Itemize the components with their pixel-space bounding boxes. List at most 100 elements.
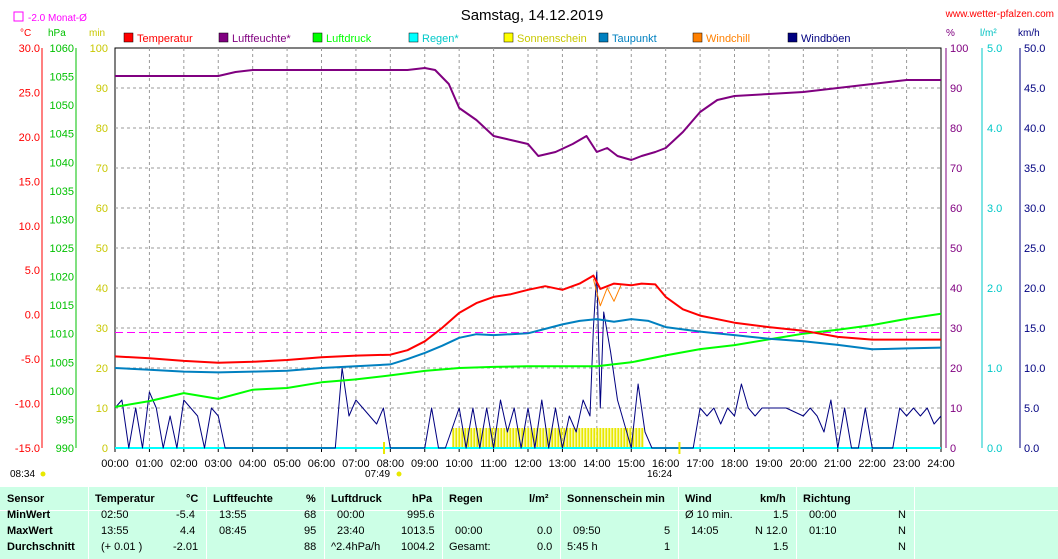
legend-swatch xyxy=(408,32,419,43)
temperatur-min-time: 02:50 xyxy=(101,509,129,521)
legend-label: Regen* xyxy=(422,33,459,45)
wind-tick-label: 50.0 xyxy=(1024,43,1045,55)
table-divider xyxy=(442,487,443,559)
sonnenschein-total-hours: 5:45 h xyxy=(567,541,598,553)
regen-max-value: 0.0 xyxy=(537,525,553,537)
x-tick-label: 06:00 xyxy=(308,458,336,470)
col-title-luftdruck: Luftdruck xyxy=(331,493,382,505)
pressure-tick-label: 1030 xyxy=(50,214,74,226)
x-tick-label: 15:00 xyxy=(617,458,645,470)
temperature-tick-label: 20.0 xyxy=(19,132,40,144)
website-label[interactable]: www.wetter-pfalzen.com xyxy=(945,9,1054,20)
temperature-tick-label: 5.0 xyxy=(25,265,40,277)
col-unit-luftfeuchte: % xyxy=(306,493,316,505)
series-windboen xyxy=(114,271,942,449)
temperatur-min-value: -5.4 xyxy=(176,509,195,521)
unit-rain: l/m² xyxy=(980,28,997,39)
legend-swatch xyxy=(598,32,609,43)
axes: 00:00 01:00 02:00 03:00 04:00 05:00 06:00 07:00… xyxy=(15,43,1046,470)
rain-tick-label: 2.0 xyxy=(987,283,1002,295)
luftdruck-min-time: 00:00 xyxy=(337,509,365,521)
regen-max-time: 00:00 xyxy=(455,525,483,537)
legend-swatch xyxy=(787,32,798,43)
wind-tick-label: 15.0 xyxy=(1024,323,1045,335)
x-tick-label: 02:00 xyxy=(170,458,198,470)
x-tick-label: 07:00 xyxy=(342,458,370,470)
pressure-tick-label: 1040 xyxy=(50,157,74,169)
richtung-min-time: 00:00 xyxy=(809,509,837,521)
sunset-label: 16:24 xyxy=(647,469,672,480)
table-header-divider xyxy=(0,510,1058,511)
col-unit-wind: km/h xyxy=(760,493,786,505)
sunshine-tick-label: 100 xyxy=(90,43,108,55)
x-tick-label: 09:00 xyxy=(411,458,439,470)
luftfeuchte-min-time: 13:55 xyxy=(219,509,247,521)
col-title-wind: Wind xyxy=(685,493,712,505)
wind-max-value: N 12.0 xyxy=(755,525,788,537)
legend: Temperatur Luftfeuchte* Luftdruck Regen* Son… xyxy=(123,32,851,45)
chart-title: Samstag, 14.12.2019 xyxy=(461,7,604,24)
unit-humidity: % xyxy=(946,28,955,39)
rain-tick-label: 3.0 xyxy=(987,203,1002,215)
temperatur-max-time: 13:55 xyxy=(101,525,129,537)
row-label-max: MaxWert xyxy=(7,525,53,537)
x-tick-label: 23:00 xyxy=(893,458,921,470)
temperature-tick-label: 0.0 xyxy=(25,310,40,322)
wind-tick-label: 35.0 xyxy=(1024,163,1045,175)
plot-area xyxy=(114,67,942,454)
humidity-tick-label: 80 xyxy=(950,123,962,135)
sun-icon xyxy=(40,471,46,477)
x-tick-label: 03:00 xyxy=(204,458,232,470)
temperature-tick-label: -5.0 xyxy=(21,354,40,366)
pressure-tick-label: 1050 xyxy=(50,100,74,112)
rain-tick-label: 0.0 xyxy=(987,443,1002,455)
richtung-max-value: N xyxy=(898,525,906,537)
richtung-avg-value: N xyxy=(898,541,906,553)
humidity-tick-label: 100 xyxy=(950,43,968,55)
temperatur-max-value: 4.4 xyxy=(180,525,196,537)
luftdruck-max-value: 1013.5 xyxy=(401,525,435,537)
legend-label: Sonnenschein xyxy=(517,33,587,45)
sonnenschein-avg-value: 1 xyxy=(664,541,671,553)
wind-tick-label: 25.0 xyxy=(1024,243,1045,255)
sunshine-tick-label: 80 xyxy=(96,123,108,135)
x-tick-label: 13:00 xyxy=(549,458,577,470)
col-title-luftfeuchte: Luftfeuchte xyxy=(213,493,273,505)
wind-avg-label: Ø 10 min. xyxy=(685,509,733,521)
temperature-tick-label: -10.0 xyxy=(15,399,40,411)
legend-swatch xyxy=(218,32,229,43)
temperature-tick-label: 25.0 xyxy=(19,87,40,99)
wind-avg-value: 1.5 xyxy=(773,509,789,521)
series-windchill xyxy=(592,278,622,307)
x-tick-label: 00:00 xyxy=(101,458,129,470)
x-tick-label: 21:00 xyxy=(824,458,852,470)
luftfeuchte-avg-value: 88 xyxy=(304,541,317,553)
monthly-avg-marker-icon xyxy=(13,11,24,22)
sunshine-tick-label: 70 xyxy=(96,163,108,175)
wind-tick-label: 5.0 xyxy=(1024,403,1039,415)
table-divider xyxy=(560,487,561,559)
wind-tick-label: 10.0 xyxy=(1024,363,1045,375)
x-tick-label: 12:00 xyxy=(514,458,542,470)
series-luftfeuchte xyxy=(115,67,941,161)
time-markers: 08:34 07:49 16:24 xyxy=(10,469,672,480)
humidity-tick-label: 0 xyxy=(950,443,956,455)
luftdruck-trend: ^2.4hPa/h xyxy=(331,541,381,553)
row-label-sensor: Sensor xyxy=(7,493,45,505)
x-tick-label: 18:00 xyxy=(721,458,749,470)
monthly-avg-label: -2.0 Monat-Ø xyxy=(28,13,87,24)
statistics-table: Sensor MinWert MaxWert Durchschnitt Temp… xyxy=(0,487,1058,559)
pressure-tick-label: 1060 xyxy=(50,43,74,55)
unit-pressure: hPa xyxy=(48,28,66,39)
pressure-tick-label: 995 xyxy=(56,414,74,426)
x-tick-label: 04:00 xyxy=(239,458,267,470)
sunshine-tick-label: 0 xyxy=(102,443,108,455)
wind-max-time: 14:05 xyxy=(691,525,719,537)
humidity-tick-label: 30 xyxy=(950,323,962,335)
x-tick-label: 08:00 xyxy=(377,458,405,470)
series-taupunkt xyxy=(114,318,942,374)
col-title-temperatur: Temperatur xyxy=(95,493,155,505)
col-unit-luftdruck: hPa xyxy=(412,493,433,505)
wind-tick-label: 20.0 xyxy=(1024,283,1045,295)
x-tick-label: 24:00 xyxy=(927,458,955,470)
